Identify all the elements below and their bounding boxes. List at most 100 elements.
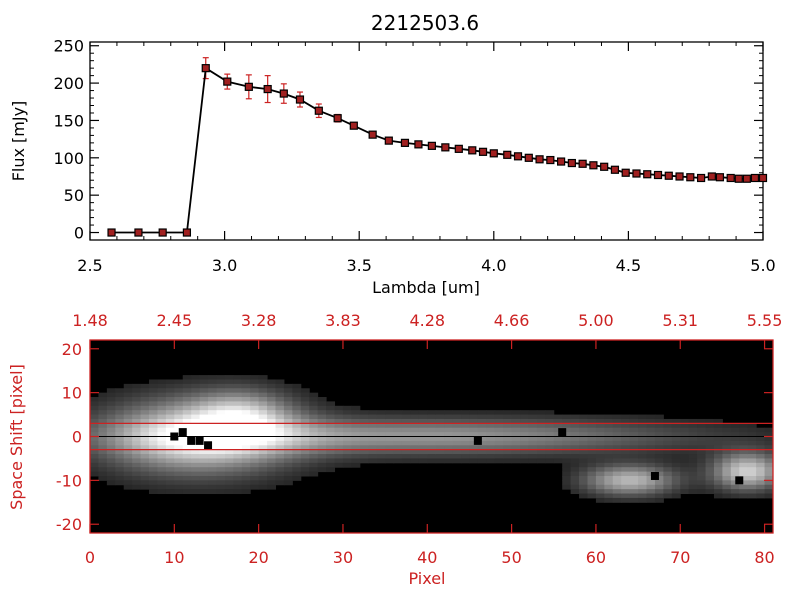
heatmap-cell: [435, 432, 445, 437]
wavelength-top-tick-label: 3.83: [325, 311, 361, 330]
spectrum-data-point: [107, 228, 116, 237]
heatmap-cell: [713, 423, 723, 429]
heatmap-cell: [317, 449, 327, 455]
heatmap-cell: [106, 475, 116, 481]
heatmap-cell: [739, 471, 749, 477]
heatmap-cell: [250, 440, 260, 446]
heatmap-cell: [132, 471, 142, 477]
heatmap-cell: [199, 454, 209, 459]
heatmap-cell: [604, 454, 614, 459]
heatmap-cell: [233, 418, 243, 424]
heatmap-cell: [764, 489, 773, 495]
heatmap-cell: [250, 467, 260, 473]
heatmap-cell: [283, 432, 293, 437]
heatmap-cell: [579, 467, 588, 473]
heatmap-cell: [503, 427, 513, 433]
heatmap-cell: [553, 454, 563, 459]
heatmap-cell: [191, 410, 201, 416]
heatmap-cell: [654, 471, 664, 477]
heatmap-cell: [342, 440, 352, 446]
heatmap-cell: [309, 449, 319, 455]
heatmap-cell: [562, 414, 572, 420]
heatmap-cell: [208, 397, 217, 402]
heatmap-cell: [149, 467, 158, 473]
heatmap-cell: [191, 475, 201, 481]
heatmap-cell: [224, 375, 234, 380]
heatmap-bad-pixel: [195, 436, 204, 445]
heatmap-cell: [140, 427, 150, 433]
heatmap-cell: [385, 454, 395, 459]
heatmap-cell: [444, 414, 454, 420]
heatmap-cell: [241, 392, 251, 398]
heatmap-cell: [342, 458, 352, 464]
heatmap-cell: [98, 454, 108, 459]
heatmap-cell: [208, 458, 217, 464]
heatmap-cell: [216, 410, 226, 416]
heatmap-y-tick-label: 0: [72, 428, 82, 447]
heatmap-cell: [722, 467, 732, 473]
heatmap-cell: [326, 418, 336, 424]
heatmap-cell: [106, 471, 116, 477]
heatmap-cell: [132, 392, 142, 398]
heatmap-cell: [216, 471, 226, 477]
heatmap-cell: [629, 454, 639, 459]
heatmap-cell: [713, 484, 723, 490]
heatmap-cell: [208, 388, 217, 394]
heatmap-cell: [562, 467, 572, 473]
heatmap-cell: [224, 410, 234, 416]
heatmap-cell: [140, 445, 150, 451]
heatmap-cell: [401, 454, 411, 459]
heatmap-cell: [503, 414, 513, 420]
heatmap-cell: [410, 418, 420, 424]
heatmap-cell: [654, 475, 664, 481]
heatmap-cell: [503, 410, 513, 416]
spectrum-x-tick-label: 2.5: [77, 256, 102, 275]
heatmap-cell: [713, 445, 723, 451]
heatmap-cell: [376, 423, 386, 429]
heatmap-cell: [638, 418, 648, 424]
heatmap-cell: [123, 401, 133, 407]
heatmap-cell: [444, 432, 454, 437]
heatmap-cell: [334, 449, 344, 455]
heatmap-cell: [208, 471, 217, 477]
heatmap-cell: [106, 440, 116, 446]
heatmap-cell: [393, 458, 403, 464]
heatmap-cell: [174, 458, 184, 464]
heatmap-cell: [629, 471, 639, 477]
heatmap-cell: [511, 440, 521, 446]
heatmap-cell: [182, 484, 192, 490]
heatmap-cell: [132, 427, 142, 433]
heatmap-cell: [98, 475, 108, 481]
heatmap-cell: [536, 449, 546, 455]
heatmap-cell: [705, 445, 715, 451]
heatmap-cell: [730, 454, 740, 459]
heatmap-cell: [385, 410, 395, 416]
heatmap-cell: [115, 388, 125, 394]
heatmap-cell: [376, 454, 386, 459]
heatmap-cell: [90, 458, 99, 464]
heatmap-cell: [149, 432, 158, 437]
heatmap-cell: [267, 383, 277, 389]
heatmap-cell: [208, 467, 217, 473]
heatmap-cell: [359, 445, 369, 451]
heatmap-cell: [595, 427, 605, 433]
heatmap-cell: [326, 405, 336, 411]
heatmap-cell: [663, 423, 673, 429]
heatmap-cell: [646, 493, 656, 499]
heatmap-cell: [722, 484, 732, 490]
heatmap-cell: [545, 432, 555, 437]
heatmap-cell: [494, 410, 504, 416]
heatmap-cell: [629, 414, 639, 420]
heatmap-cell: [520, 414, 529, 420]
heatmap-cell: [241, 436, 251, 442]
heatmap-cell: [250, 432, 260, 437]
heatmap-cell: [149, 388, 158, 394]
heatmap-cell: [191, 480, 201, 486]
spectrum-data-point: [556, 157, 566, 166]
heatmap-cell: [334, 436, 344, 442]
heatmap-cell: [604, 475, 614, 481]
heatmap-cell: [612, 432, 622, 437]
spectrum-y-tick-label: 100: [53, 149, 84, 168]
heatmap-cell: [241, 484, 251, 490]
heatmap-cell: [587, 484, 597, 490]
